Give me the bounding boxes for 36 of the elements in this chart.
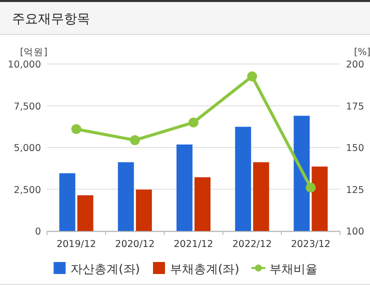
point — [130, 135, 140, 146]
x-tick-label: 2019/12 — [56, 239, 96, 250]
y-axis-title: [억원] — [20, 47, 48, 58]
x-tick-label: 2021/12 — [174, 239, 214, 250]
legend-label: 자산총계(좌) — [70, 262, 140, 276]
y-tick-label: 2,500 — [14, 184, 41, 196]
bar — [235, 126, 252, 231]
x-tick-label: 2022/12 — [232, 239, 272, 250]
chart-title: 주요재무항목 — [12, 12, 90, 27]
bar — [136, 190, 152, 231]
bar — [77, 195, 94, 231]
x-tick-label: 2020/12 — [115, 239, 155, 250]
bar — [59, 173, 76, 231]
bar — [294, 116, 310, 231]
point — [71, 124, 82, 134]
bar — [253, 162, 270, 231]
point — [247, 71, 258, 82]
legend-label: 부채총계(좌) — [170, 262, 240, 276]
x-tick-label: 2023/12 — [290, 239, 330, 250]
bar — [118, 162, 134, 231]
y2-tick-label: 200 — [346, 60, 364, 70]
bar — [194, 177, 210, 231]
point — [188, 117, 198, 128]
y-tick-label: 7,500 — [14, 101, 41, 112]
y-tick-label: 0 — [34, 226, 41, 238]
y2-axis-title: [%] — [354, 47, 370, 58]
y2-tick-label: 150 — [346, 143, 364, 154]
point — [306, 182, 316, 193]
y2-tick-label: 125 — [346, 184, 364, 196]
bar — [176, 144, 192, 231]
y-tick-label: 5,000 — [14, 143, 41, 154]
legend-label: 부채비율 — [269, 262, 318, 276]
y-tick-label: 10,000 — [8, 60, 41, 70]
y2-tick-label: 100 — [346, 226, 364, 238]
y2-tick-label: 175 — [346, 101, 364, 112]
bar — [312, 166, 328, 231]
